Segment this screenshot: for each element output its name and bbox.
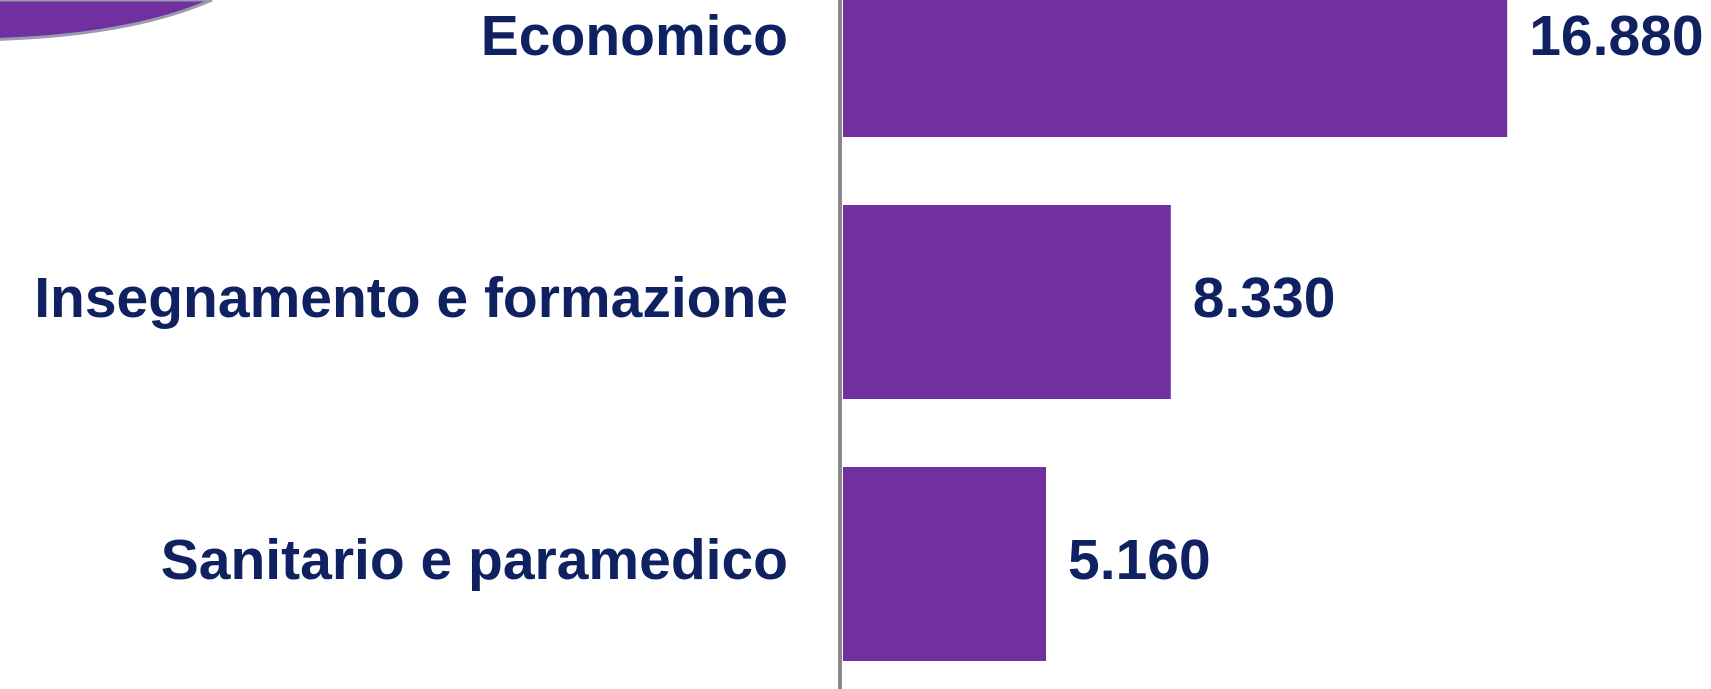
category-label: Economico bbox=[481, 4, 788, 68]
category-label: Insegnamento e formazione bbox=[34, 266, 788, 330]
value-label: 5.160 bbox=[1068, 528, 1211, 592]
value-label: 8.330 bbox=[1193, 266, 1336, 330]
bar bbox=[843, 205, 1171, 399]
bar bbox=[843, 467, 1047, 661]
category-label: Sanitario e paramedico bbox=[161, 528, 788, 592]
bar bbox=[843, 0, 1508, 137]
pie-fragment bbox=[0, 0, 213, 41]
value-label: 16.880 bbox=[1529, 4, 1703, 68]
